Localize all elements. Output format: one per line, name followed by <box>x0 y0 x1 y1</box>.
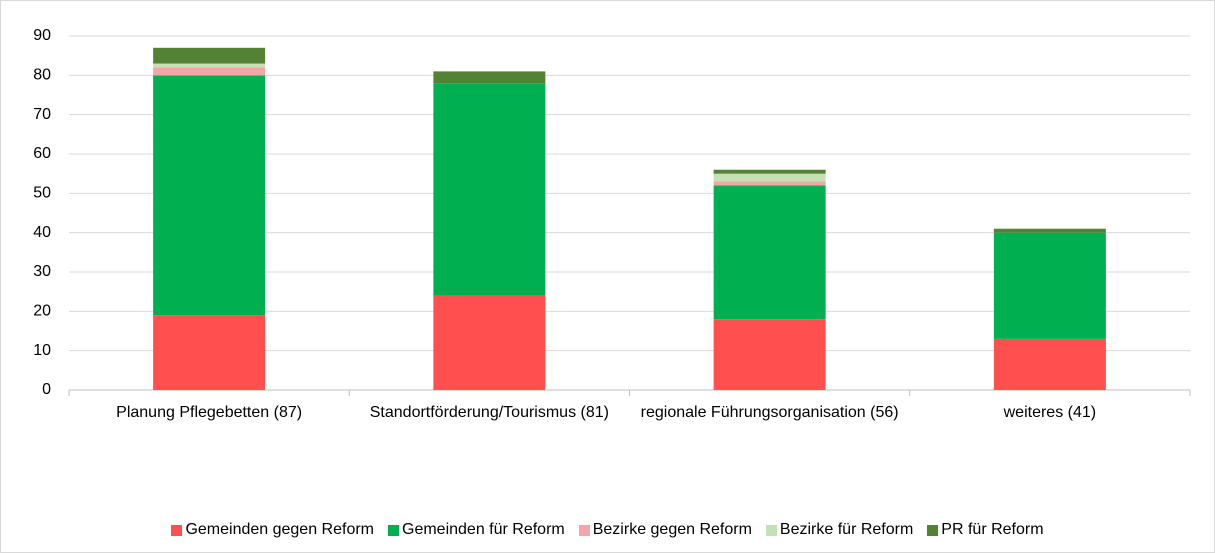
legend-swatch <box>927 524 939 536</box>
y-tick-label: 20 <box>33 303 51 320</box>
y-tick-label: 40 <box>33 224 51 241</box>
legend-swatch <box>578 524 590 536</box>
legend-swatch <box>171 524 183 536</box>
y-tick-label: 30 <box>33 263 51 280</box>
legend-item: Bezirke gegen Reform <box>578 521 752 539</box>
legend: Gemeinden gegen Reform Gemeinden für Refo… <box>1 521 1214 539</box>
y-tick-label: 80 <box>33 67 51 84</box>
legend-item: Gemeinden gegen Reform <box>171 521 374 539</box>
y-tick-label: 10 <box>33 342 51 359</box>
legend-label: PR für Reform <box>941 521 1044 538</box>
bar-segment <box>713 169 826 174</box>
bar-segment <box>713 319 826 390</box>
bar-segment <box>153 75 266 316</box>
x-tick-label: weiteres (41) <box>1003 404 1097 421</box>
x-tick-label: Standortförderung/Tourismus (81) <box>369 404 609 421</box>
legend-label: Gemeinden gegen Reform <box>185 521 374 538</box>
x-tick-label: regionale Führungsorganisation (56) <box>640 404 899 421</box>
legend-label: Bezirke für Reform <box>779 521 914 538</box>
bar-segment <box>433 295 546 390</box>
bar-segment <box>993 232 1106 339</box>
x-tick-label: Planung Pflegebetten (87) <box>116 404 303 421</box>
y-tick-label: 90 <box>33 27 51 44</box>
legend-label: Bezirke gegen Reform <box>592 521 752 538</box>
legend-label: Gemeinden für Reform <box>402 521 565 538</box>
bar-segment <box>433 83 546 296</box>
bar-segment <box>993 228 1106 233</box>
bar-segment <box>713 181 826 186</box>
legend-swatch <box>765 524 777 536</box>
legend-item: PR für Reform <box>927 521 1044 539</box>
bar-segment <box>713 185 826 320</box>
bar-segment <box>153 315 266 390</box>
bar-segment <box>153 63 266 68</box>
bar-segment <box>433 71 546 84</box>
bar-segment <box>153 67 266 76</box>
y-tick-label: 0 <box>42 381 51 398</box>
bar-segment <box>153 47 266 64</box>
y-tick-label: 60 <box>33 145 51 162</box>
legend-item: Gemeinden für Reform <box>388 521 565 539</box>
bar-segment <box>713 173 826 182</box>
legend-item: Bezirke für Reform <box>765 521 914 539</box>
legend-swatch <box>388 524 399 536</box>
bar-segment <box>993 338 1106 390</box>
y-tick-label: 70 <box>33 106 51 123</box>
y-tick-label: 50 <box>33 185 51 202</box>
